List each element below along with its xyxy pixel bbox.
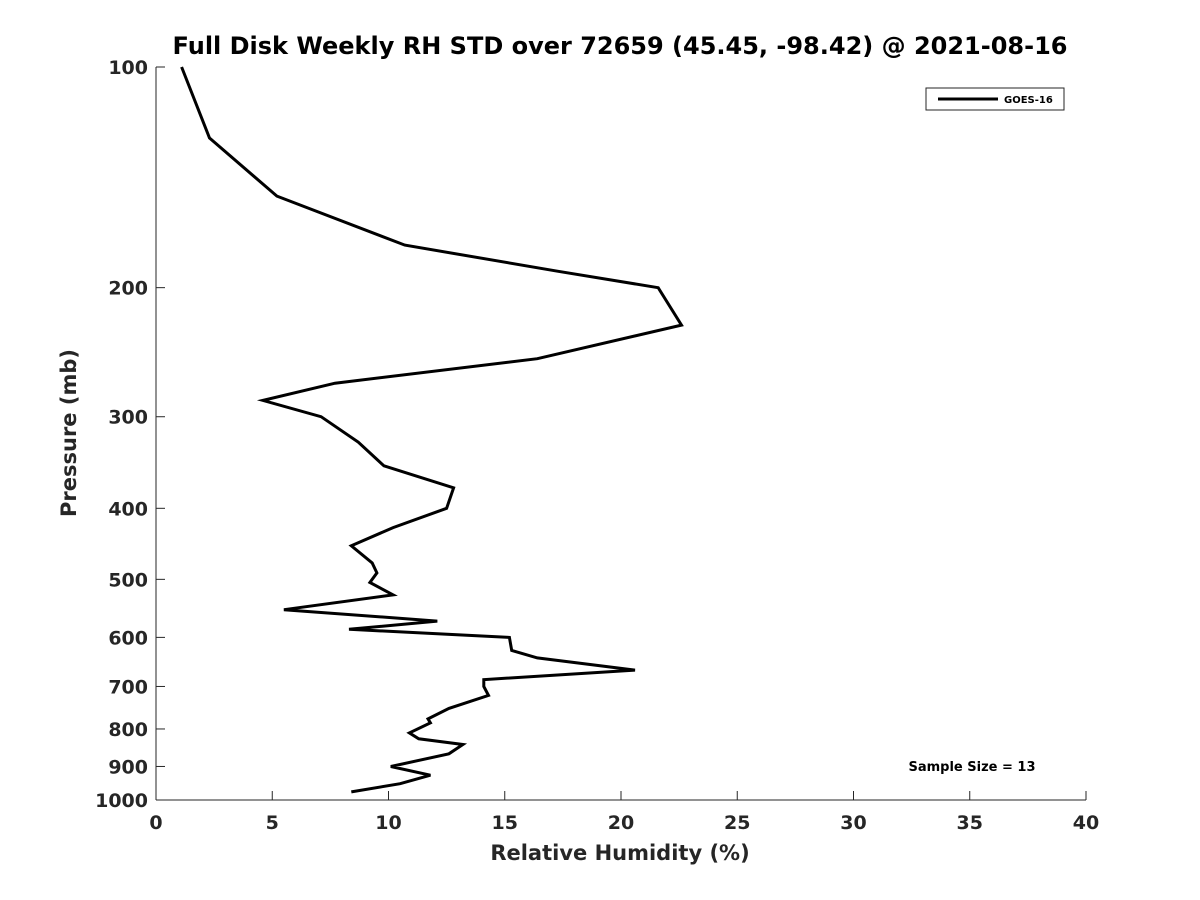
x-tick-label: 20: [608, 812, 634, 834]
y-axis-ticks: 100 200 300 400 500 600 700 800 900 1000: [95, 57, 165, 812]
x-tick-label: 0: [149, 812, 162, 834]
y-tick-label: 400: [108, 498, 148, 520]
y-tick-label: 200: [108, 278, 148, 300]
sample-size-annotation: Sample Size = 13: [908, 760, 1035, 775]
x-tick-label: 25: [724, 812, 750, 834]
y-tick-label: 500: [108, 569, 148, 591]
y-tick-label: 700: [108, 676, 148, 698]
x-axis-label: Relative Humidity (%): [490, 841, 749, 865]
legend: GOES-16: [925, 87, 1065, 111]
plot-background: [156, 67, 1086, 800]
y-axis-label: Pressure (mb): [57, 349, 81, 517]
y-tick-label: 600: [108, 627, 148, 649]
x-tick-label: 40: [1073, 812, 1099, 834]
series-line-goes-16: [180, 66, 684, 794]
y-tick-label: 900: [108, 756, 148, 778]
chart-title: Full Disk Weekly RH STD over 72659 (45.4…: [173, 32, 1068, 60]
x-axis-ticks: 0 5 10 15 20 25 30 35 40: [149, 791, 1099, 834]
y-tick-label: 100: [108, 57, 148, 79]
y-tick-label: 800: [108, 719, 148, 741]
y-tick-label: 1000: [95, 790, 148, 812]
y-tick-label: 300: [108, 407, 148, 429]
x-tick-label: 35: [957, 812, 983, 834]
x-tick-label: 15: [492, 812, 518, 834]
legend-label-goes-16: GOES-16: [1004, 95, 1053, 106]
x-tick-label: 30: [840, 812, 866, 834]
x-tick-label: 10: [375, 812, 401, 834]
plot-area: 0 5 10 15 20 25 30 35 40 100 200 300 400 500 600 700 80…: [95, 57, 1099, 834]
x-tick-label: 5: [266, 812, 279, 834]
